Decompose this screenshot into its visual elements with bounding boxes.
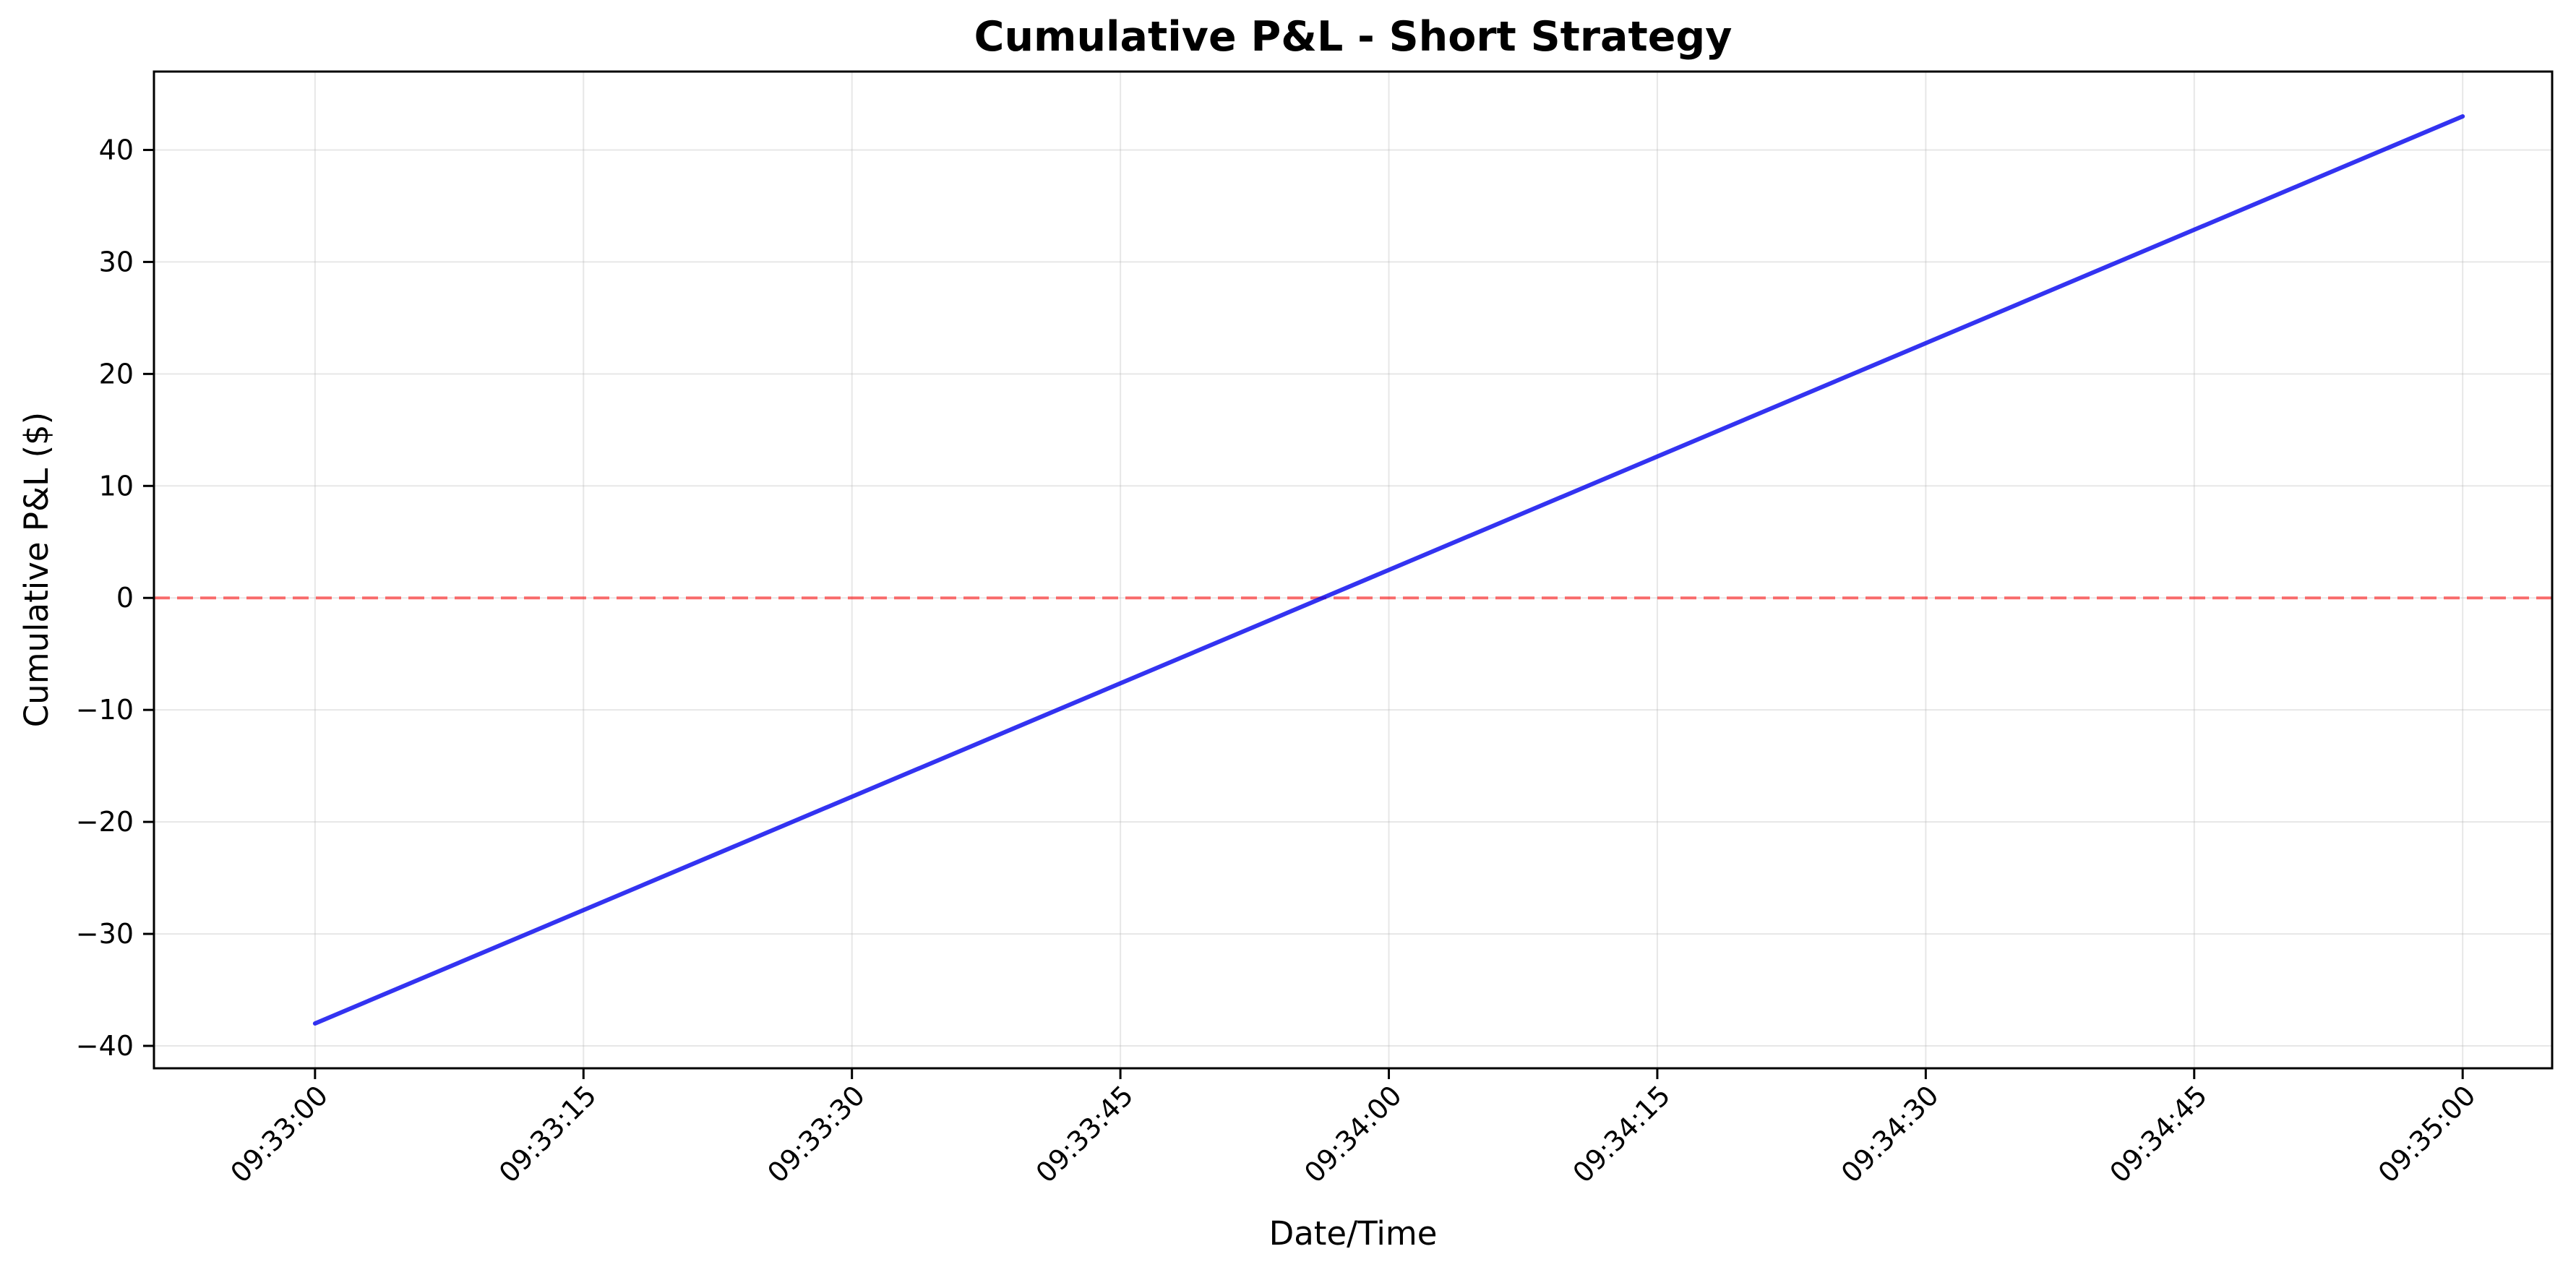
y-tick-label: −40 [76, 1030, 134, 1062]
y-tick-label: 10 [99, 470, 134, 502]
plot-frame [153, 70, 2554, 1070]
y-tick-label: 40 [99, 134, 134, 166]
y-tick-label: −30 [76, 918, 134, 950]
y-axis-label: Cumulative P&L ($) [17, 412, 56, 728]
grid-lines [154, 72, 2552, 1068]
series-layer [312, 114, 2465, 1026]
y-tick-label: 20 [99, 358, 134, 390]
y-tick-label: −20 [76, 806, 134, 838]
y-tick-label: −10 [76, 694, 134, 726]
y-axis-ticks: −40 −30 −20 −10 0 10 20 30 40 [76, 134, 154, 1062]
y-tick-label: 0 [116, 582, 134, 614]
x-axis-label: Date/Time [1269, 1214, 1438, 1253]
y-tick-label: 30 [99, 246, 134, 278]
pnl-series-line [312, 114, 2465, 1026]
chart-title: Cumulative P&L - Short Strategy [974, 13, 1733, 61]
